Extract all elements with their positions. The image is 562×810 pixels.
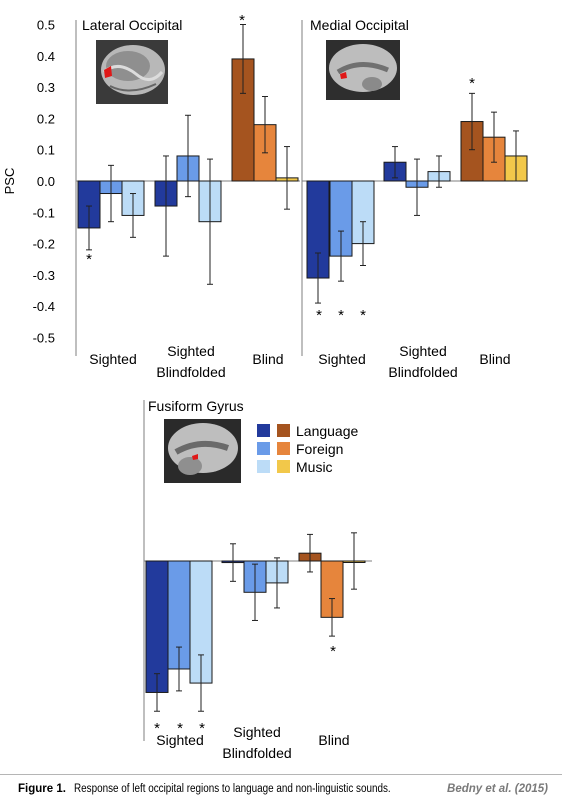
significance-star: * bbox=[86, 251, 92, 268]
legend-label: Language bbox=[296, 423, 359, 439]
bar bbox=[145, 560, 169, 693]
category-label: Blind bbox=[479, 351, 510, 367]
y-tick-label: 0.5 bbox=[37, 18, 55, 33]
legend-swatch bbox=[257, 424, 270, 437]
y-tick-label: -0.4 bbox=[33, 299, 55, 314]
y-tick-label: 0.1 bbox=[37, 143, 55, 158]
y-tick-label: -0.3 bbox=[33, 268, 55, 283]
legend-label: Music bbox=[296, 459, 333, 475]
category-label: Sighted bbox=[156, 732, 203, 748]
legend-swatch bbox=[277, 460, 290, 473]
category-label: Sighted bbox=[233, 724, 280, 740]
significance-star: * bbox=[360, 307, 366, 324]
caption-credit: Bedny et al. (2015) bbox=[447, 783, 548, 795]
brain-image-fusiform-gyrus bbox=[164, 419, 241, 483]
brain-image-lateral-occipital bbox=[96, 40, 168, 104]
caption-text: Response of left occipital regions to la… bbox=[74, 783, 391, 795]
y-tick-label: -0.2 bbox=[33, 237, 55, 252]
significance-star: * bbox=[177, 720, 183, 737]
panel-title: Medial Occipital bbox=[310, 17, 409, 33]
significance-star: * bbox=[330, 643, 336, 660]
figure-caption: Figure 1. Response of left occipital reg… bbox=[6, 780, 556, 800]
category-label: Blind bbox=[252, 351, 283, 367]
category-label: Blindfolded bbox=[388, 364, 457, 380]
category-label: Blindfolded bbox=[156, 364, 225, 380]
y-tick-label: -0.5 bbox=[33, 331, 55, 346]
significance-star: * bbox=[338, 307, 344, 324]
brain-image-medial-occipital bbox=[326, 40, 400, 100]
panel-title: Fusiform Gyrus bbox=[148, 398, 244, 414]
y-tick-label: 0.3 bbox=[37, 80, 55, 95]
significance-star: * bbox=[316, 307, 322, 324]
significance-star: * bbox=[469, 75, 475, 92]
significance-star: * bbox=[154, 720, 160, 737]
significance-star: * bbox=[239, 12, 245, 29]
legend-swatch bbox=[277, 424, 290, 437]
category-label: Blindfolded bbox=[222, 745, 291, 761]
y-tick-label: 0.0 bbox=[37, 174, 55, 189]
category-label: Blind bbox=[318, 732, 349, 748]
y-axis-label: PSC bbox=[2, 168, 17, 195]
legend-label: Foreign bbox=[296, 441, 343, 457]
panel-title: Lateral Occipital bbox=[82, 17, 182, 33]
y-tick-label: 0.2 bbox=[37, 111, 55, 126]
category-label: Sighted bbox=[167, 343, 214, 359]
category-label: Sighted bbox=[399, 343, 446, 359]
category-label: Sighted bbox=[318, 351, 365, 367]
y-tick-label: -0.1 bbox=[33, 205, 55, 220]
legend: Language Foreign Music bbox=[257, 423, 359, 475]
legend-swatch bbox=[257, 460, 270, 473]
significance-star: * bbox=[199, 720, 205, 737]
caption-label: Figure 1. bbox=[18, 783, 66, 795]
legend-swatch bbox=[257, 442, 270, 455]
plot-area: 0.5 0.4 0.3 0.2 0.1 0.0 -0.1 -0.2 -0.3 -0.4 -0.5 PS… bbox=[2, 12, 528, 761]
caption-divider bbox=[0, 774, 562, 775]
y-tick-label: 0.4 bbox=[37, 49, 55, 64]
legend-swatch bbox=[277, 442, 290, 455]
category-label: Sighted bbox=[89, 351, 136, 367]
